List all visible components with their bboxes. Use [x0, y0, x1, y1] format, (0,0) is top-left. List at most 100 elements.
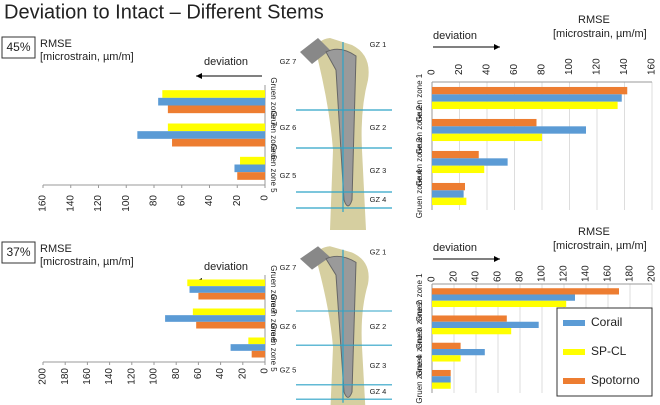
x-tick-label: 100 — [121, 195, 132, 212]
x-tick-label: 80 — [515, 270, 526, 282]
zone-label: GZ 4 — [370, 387, 387, 396]
x-tick-label: 160 — [603, 265, 614, 282]
bar — [162, 90, 265, 98]
zone-label: GZ 3 — [370, 166, 387, 175]
category-label: Gruen zone 7 — [269, 265, 278, 314]
bar — [432, 86, 628, 95]
x-tick-label: 120 — [592, 58, 603, 75]
x-tick-label: 20 — [232, 195, 243, 207]
x-tick-label: 160 — [82, 368, 93, 385]
bar — [237, 172, 265, 180]
bar — [432, 158, 508, 166]
zone-label: GZ 2 — [370, 123, 387, 132]
bar — [432, 101, 618, 110]
x-tick-label: 80 — [149, 195, 160, 207]
category-label: Gruen zone 1 — [415, 273, 424, 322]
bar — [189, 286, 265, 293]
x-tick-label: 40 — [215, 368, 226, 380]
axis-label: [microstrain, µm/m] — [40, 256, 134, 268]
axis-label: RMSE — [578, 226, 610, 238]
x-tick-label: 140 — [619, 58, 630, 75]
bar — [192, 308, 265, 316]
x-tick-label: 200 — [647, 265, 658, 282]
axis-label: [microstrain, µm/m] — [553, 28, 647, 40]
x-tick-label: 100 — [564, 58, 575, 75]
stem — [325, 48, 357, 207]
x-tick-label: 160 — [38, 195, 49, 212]
bar — [432, 133, 542, 142]
bar — [248, 337, 265, 345]
x-tick-label: 140 — [581, 265, 592, 282]
legend-label: Spotorno — [591, 373, 640, 387]
arrow-head — [494, 44, 500, 50]
zone-label: GZ 1 — [370, 247, 387, 256]
bar — [432, 182, 465, 191]
figure-title: Deviation to Intact – Different Stems — [4, 1, 324, 23]
annotation: deviation — [204, 56, 248, 68]
category-label: Gruen zone 5 — [269, 323, 278, 372]
bar — [432, 150, 479, 159]
axis-label: RMSE — [578, 14, 610, 26]
axis-label: RMSE — [40, 38, 72, 50]
x-tick-label: 60 — [493, 270, 504, 282]
arrow-head — [494, 256, 500, 262]
x-tick-label: 60 — [193, 368, 204, 380]
femur-diagram — [296, 38, 392, 230]
x-tick-label: 20 — [454, 63, 465, 75]
x-tick-label: 20 — [449, 270, 460, 282]
legend-label: SP-CL — [591, 344, 627, 358]
x-tick-label: 80 — [171, 368, 182, 380]
panel-label: 45% — [6, 40, 30, 54]
x-tick-label: 120 — [93, 195, 104, 212]
bar — [432, 376, 451, 383]
x-tick-label: 180 — [625, 265, 636, 282]
legend-label: Corail — [591, 315, 622, 329]
axis-label: [microstrain, µm/m] — [40, 51, 134, 63]
bar — [172, 138, 265, 147]
bar — [198, 292, 265, 300]
bar — [432, 369, 451, 377]
bar — [137, 131, 265, 139]
bar — [432, 165, 485, 174]
bar — [432, 342, 461, 349]
bar — [167, 123, 265, 132]
bar — [432, 348, 485, 356]
panel-label-box — [1, 36, 36, 59]
zone-label: GZ 4 — [370, 195, 387, 204]
x-tick-label: 140 — [104, 368, 115, 385]
x-tick-label: 200 — [38, 368, 49, 385]
stem-neck — [300, 246, 330, 270]
category-label: Gruen zone 6 — [269, 111, 278, 160]
x-tick-label: 0 — [427, 276, 438, 282]
bar — [167, 105, 265, 114]
x-tick-label: 100 — [537, 265, 548, 282]
zone-label: GZ 5 — [280, 171, 297, 180]
x-tick-label: 140 — [65, 195, 76, 212]
zone-label: GZ 5 — [280, 365, 297, 374]
x-tick-label: 160 — [647, 58, 658, 75]
zone-label: GZ 1 — [370, 40, 387, 49]
bar — [432, 288, 619, 295]
x-tick-label: 40 — [482, 63, 493, 75]
bar — [432, 294, 575, 301]
zone-label: GZ 6 — [280, 322, 297, 331]
x-tick-label: 100 — [149, 368, 160, 385]
bar — [251, 350, 265, 358]
zone-label: GZ 3 — [370, 361, 387, 370]
category-label: Gruen zone 5 — [269, 144, 278, 193]
bar — [432, 126, 586, 134]
zone-label: GZ 7 — [280, 57, 297, 66]
category-label: Gruen zone 3 — [415, 327, 424, 376]
x-tick-label: 120 — [559, 265, 570, 282]
bar — [432, 94, 622, 102]
x-tick-label: 40 — [204, 195, 215, 207]
arrow-head — [196, 73, 202, 79]
bar — [165, 315, 265, 322]
zone-label: GZ 2 — [370, 322, 387, 331]
bar — [240, 156, 265, 165]
x-tick-label: 60 — [176, 195, 187, 207]
femur-diagram — [296, 246, 392, 405]
annotation: deviation — [204, 261, 248, 273]
category-label: Gruen zone 4 — [415, 355, 424, 404]
